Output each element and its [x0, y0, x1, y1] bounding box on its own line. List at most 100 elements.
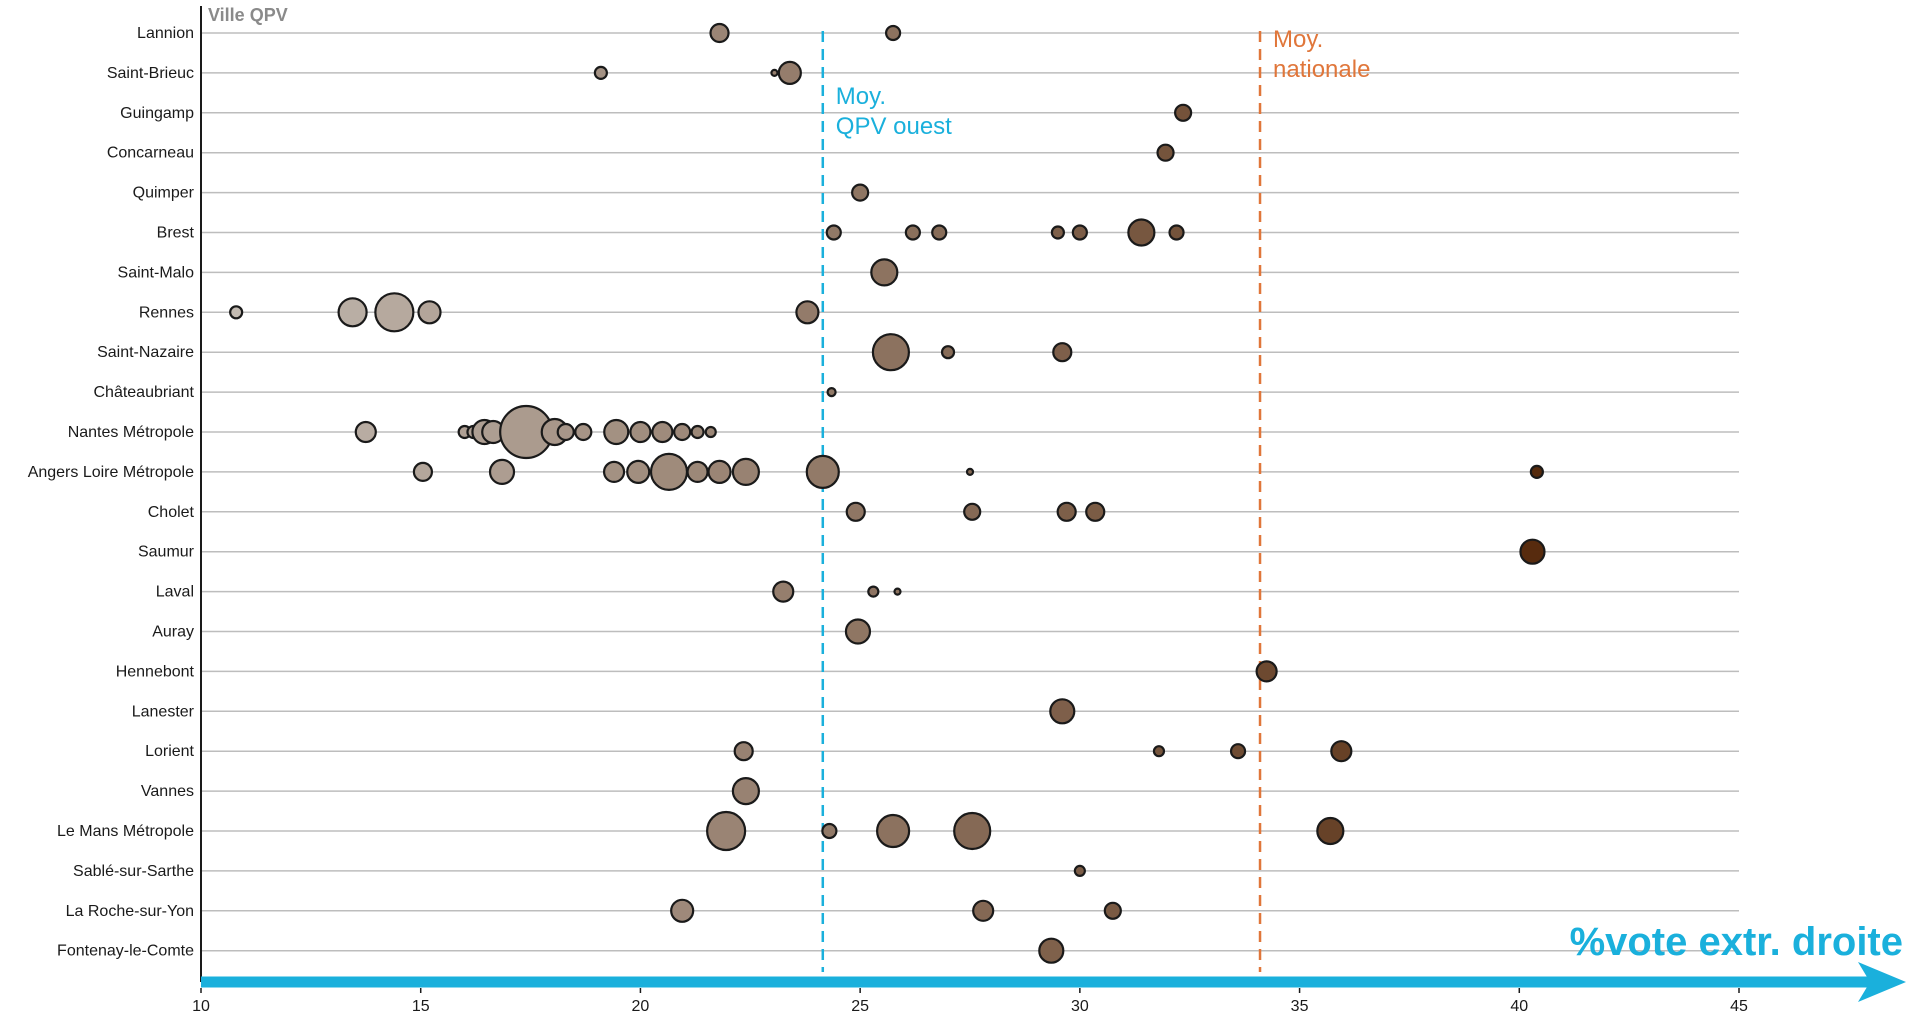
reference-line-label-line: nationale	[1273, 56, 1370, 83]
x-axis: 10 15 20 25 30 35 40 45	[192, 962, 1906, 1015]
data-point	[417, 300, 442, 325]
data-point	[1049, 698, 1076, 725]
data-point	[602, 460, 626, 483]
data-point	[412, 461, 434, 482]
data-points	[229, 22, 1546, 964]
category-label: Saumur	[138, 544, 195, 561]
category-label: Angers Loire Métropole	[28, 464, 194, 481]
category-label: Vannes	[141, 783, 194, 800]
data-point	[733, 741, 754, 762]
category-label: Lanester	[132, 703, 195, 720]
data-point	[229, 305, 244, 320]
data-point	[704, 425, 717, 439]
data-point	[488, 458, 516, 485]
category-label: Quimper	[133, 185, 195, 202]
data-point	[931, 224, 948, 241]
data-point	[805, 454, 840, 489]
data-point	[1174, 103, 1193, 122]
category-label: Cholet	[148, 504, 195, 521]
data-point	[690, 424, 705, 440]
data-point	[1156, 143, 1175, 162]
data-point	[965, 467, 975, 476]
data-point	[844, 618, 872, 645]
data-point	[875, 813, 911, 849]
data-point	[795, 300, 820, 325]
data-point	[706, 810, 747, 852]
data-point	[1229, 743, 1247, 760]
category-label: Saint-Malo	[118, 264, 195, 281]
data-point	[574, 422, 593, 442]
category-label: Châteaubriant	[93, 384, 194, 401]
data-point	[651, 420, 674, 444]
data-point	[670, 898, 695, 923]
data-point	[1038, 937, 1065, 964]
data-point	[1056, 501, 1077, 522]
reference-lines: Moy. QPV ouest Moy. nationale	[821, 26, 1370, 972]
x-tick-label: 25	[851, 998, 869, 1015]
data-point	[1073, 864, 1086, 878]
data-point	[1085, 501, 1106, 522]
category-label: Concarneau	[107, 145, 194, 162]
data-point	[851, 183, 870, 202]
category-label: Laval	[156, 584, 194, 601]
data-point	[1168, 224, 1185, 241]
reference-line-label-line: QPV ouest	[836, 113, 952, 140]
data-point	[1071, 224, 1088, 241]
category-label: Saint-Brieuc	[107, 65, 194, 82]
reference-line-label: Moy. nationale	[1273, 26, 1370, 83]
data-point	[893, 587, 902, 596]
data-point	[731, 776, 760, 806]
data-point	[354, 420, 377, 444]
x-tick-label: 45	[1730, 998, 1748, 1015]
data-point	[731, 457, 760, 486]
data-point	[649, 452, 689, 491]
data-point	[686, 460, 709, 483]
data-point	[707, 459, 732, 484]
category-label: Saint-Nazaire	[97, 344, 194, 361]
data-point	[1052, 342, 1073, 363]
data-point	[777, 60, 802, 86]
data-point	[884, 24, 902, 42]
category-label: Hennebont	[116, 663, 195, 680]
data-point	[709, 22, 730, 44]
data-point	[845, 501, 866, 522]
data-point	[963, 502, 982, 521]
data-point	[1330, 740, 1353, 763]
data-point	[1519, 538, 1546, 565]
data-point	[673, 422, 692, 442]
category-label: Fontenay-le-Comte	[57, 943, 194, 960]
reference-line-label: Moy. QPV ouest	[836, 83, 952, 140]
data-point	[940, 345, 956, 360]
data-point	[603, 418, 630, 446]
data-point	[1316, 816, 1345, 846]
data-point	[593, 65, 608, 81]
reference-line-label-line: Moy.	[1273, 26, 1323, 53]
x-tick-label: 30	[1071, 998, 1089, 1015]
data-point	[629, 420, 652, 444]
data-point	[1127, 218, 1156, 247]
data-point	[867, 585, 880, 598]
category-label: Le Mans Métropole	[57, 823, 194, 840]
data-point	[772, 580, 795, 603]
x-tick-label: 15	[412, 998, 430, 1015]
x-axis-title: %vote extr. droite	[1570, 920, 1903, 964]
category-label: Lannion	[137, 25, 194, 42]
data-point	[904, 224, 921, 241]
x-axis-arrow-head	[1858, 962, 1906, 1002]
corner-label: Ville QPV	[208, 5, 288, 25]
x-tick-label: 20	[632, 998, 650, 1015]
data-point	[826, 387, 837, 398]
category-label: La Roche-sur-Yon	[66, 903, 194, 920]
category-label: Guingamp	[120, 105, 194, 122]
data-point	[871, 333, 911, 372]
x-tick-label: 10	[192, 998, 210, 1015]
category-label: Lorient	[145, 743, 194, 760]
data-point	[870, 258, 899, 287]
reference-line-label-line: Moy.	[836, 83, 886, 110]
data-point	[556, 422, 575, 442]
data-point	[626, 459, 651, 484]
data-point	[972, 899, 995, 922]
category-label: Rennes	[139, 304, 194, 321]
